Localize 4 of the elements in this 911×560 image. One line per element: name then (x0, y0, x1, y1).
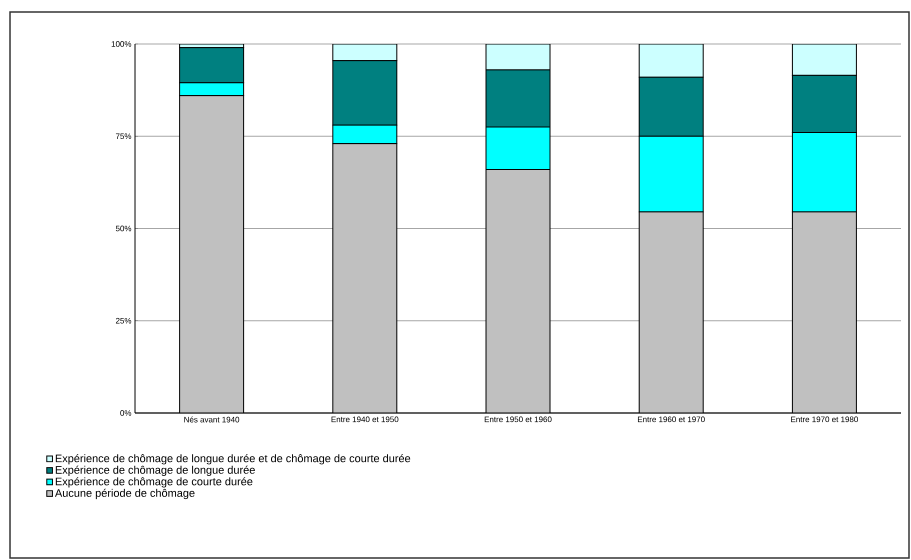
legend-label: Expérience de chômage de longue durée (56, 466, 255, 476)
legend-label: Expérience de chômage de longue durée et de chômage de courte durée (56, 454, 410, 464)
legend-label: Expérience de chômage de courte durée (56, 477, 252, 488)
legend-label: Aucune période de chômage (54, 488, 195, 500)
